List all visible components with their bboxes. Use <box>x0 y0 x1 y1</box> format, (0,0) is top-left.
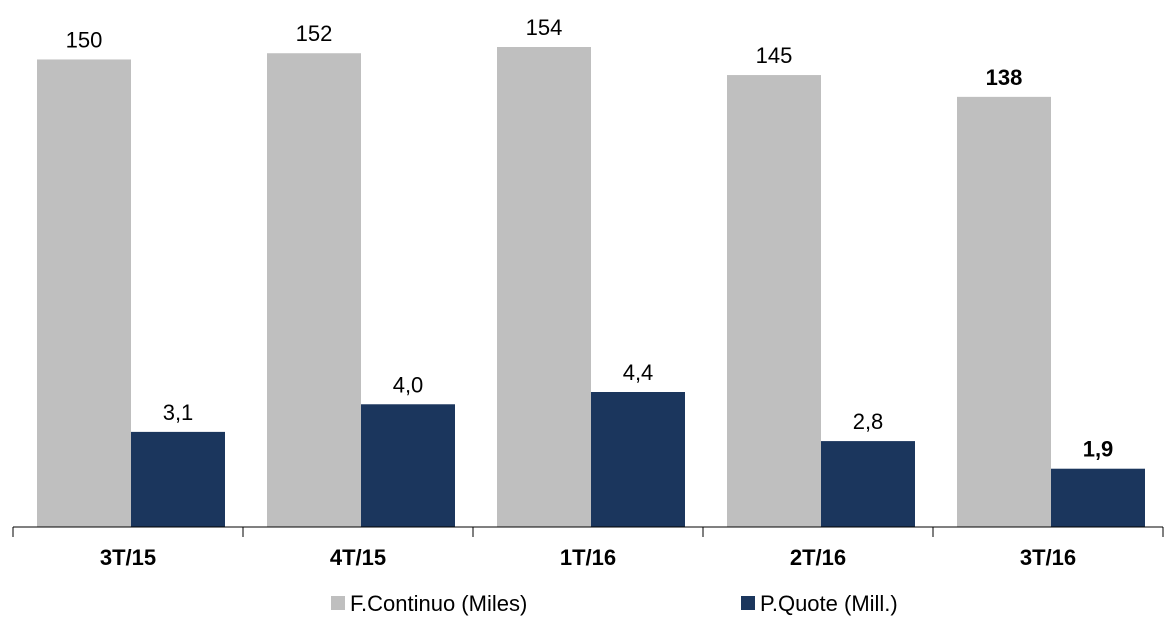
legend-label-p-quote: P.Quote (Mill.) <box>760 591 898 616</box>
data-label-f-continuo-2T-16: 145 <box>756 43 793 68</box>
data-label-f-continuo-1T-16: 154 <box>526 15 563 40</box>
bar-p-quote-4T-15 <box>361 404 455 527</box>
x-tick-label-2T-16: 2T/16 <box>790 545 846 570</box>
bar-f-continuo-2T-16 <box>727 75 821 528</box>
data-label-f-continuo-4T-15: 152 <box>296 21 333 46</box>
bar-f-continuo-4T-15 <box>267 53 361 527</box>
data-label-f-continuo-3T-15: 150 <box>66 27 103 52</box>
legend-swatch-p-quote <box>741 596 755 610</box>
bars-layer <box>37 47 1145 528</box>
x-tick-label-3T-16: 3T/16 <box>1020 545 1076 570</box>
data-label-f-continuo-3T-16: 138 <box>986 65 1023 90</box>
x-tick-label-3T-15: 3T/15 <box>100 545 156 570</box>
bar-p-quote-2T-16 <box>821 441 915 527</box>
bar-f-continuo-3T-16 <box>957 96 1051 528</box>
bar-p-quote-1T-16 <box>591 392 685 527</box>
bar-f-continuo-1T-16 <box>497 47 591 527</box>
data-label-p-quote-3T-16: 1,9 <box>1083 437 1114 462</box>
legend: F.Continuo (Miles) P.Quote (Mill.) <box>331 591 898 616</box>
data-label-p-quote-2T-16: 2,8 <box>853 409 884 434</box>
data-label-p-quote-3T-15: 3,1 <box>163 400 194 425</box>
value-labels-layer: 150 3,1 152 4,0 154 4,4 145 2,8 138 1,9 <box>66 15 1114 462</box>
data-label-p-quote-1T-16: 4,4 <box>623 360 654 385</box>
x-tick-label-1T-16: 1T/16 <box>560 545 616 570</box>
bar-p-quote-3T-15 <box>131 431 225 527</box>
data-label-p-quote-4T-15: 4,0 <box>393 372 424 397</box>
x-axis: 3T/15 4T/15 1T/16 2T/16 3T/16 <box>12 526 1164 570</box>
x-tick-label-4T-15: 4T/15 <box>330 545 386 570</box>
bar-p-quote-3T-16 <box>1051 468 1145 527</box>
legend-swatch-f-continuo <box>331 596 345 610</box>
legend-label-f-continuo: F.Continuo (Miles) <box>350 591 527 616</box>
bar-f-continuo-3T-15 <box>37 59 131 528</box>
